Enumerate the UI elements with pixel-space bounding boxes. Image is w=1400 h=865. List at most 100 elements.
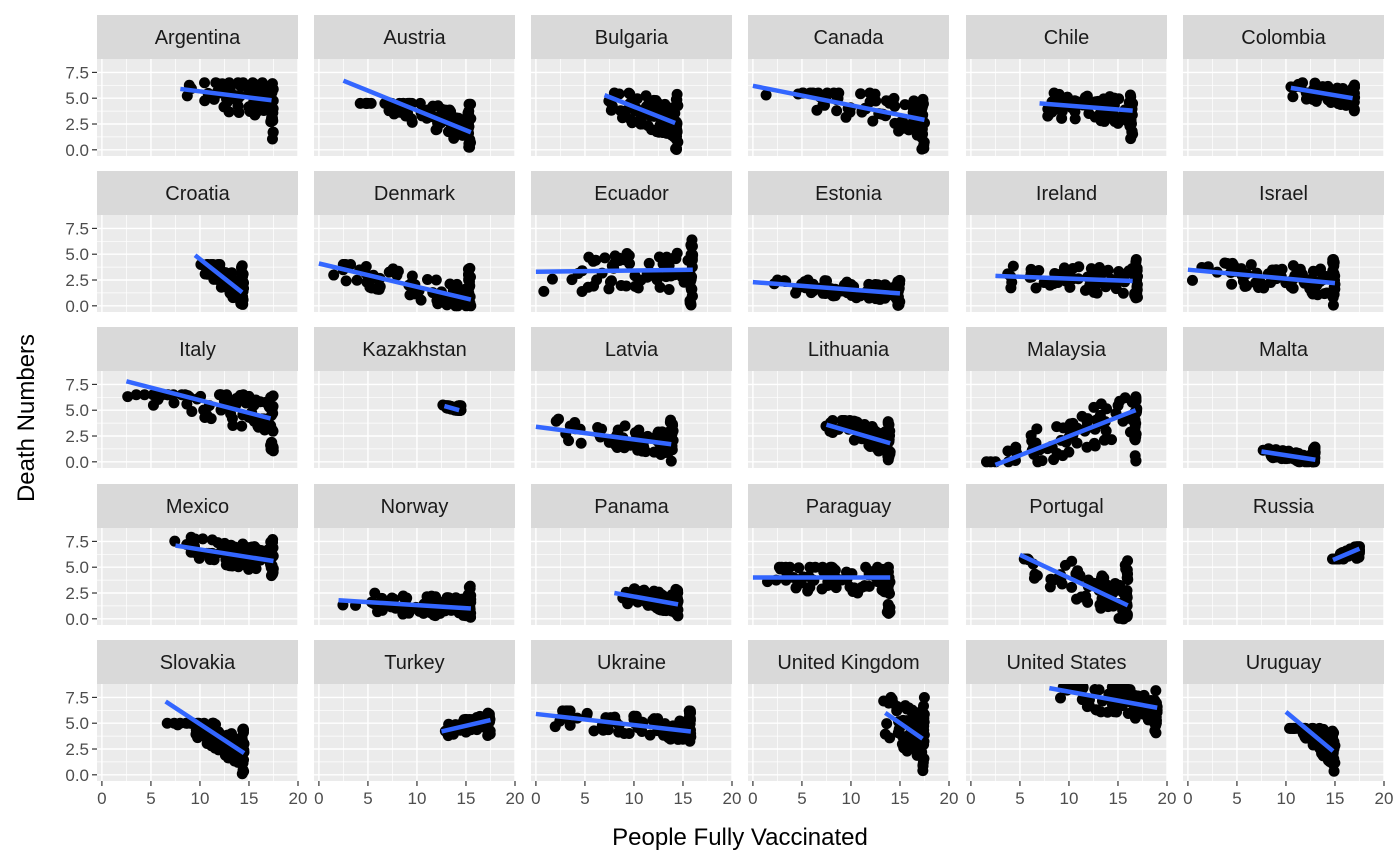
facet-points	[878, 691, 930, 777]
data-point	[267, 425, 279, 437]
facet-strip	[531, 171, 732, 215]
facet-strip	[97, 171, 298, 215]
data-point	[881, 718, 893, 730]
data-point	[267, 107, 279, 119]
facet-portugal: Portugal	[966, 484, 1168, 625]
facet-points	[535, 413, 679, 467]
data-point	[415, 294, 427, 306]
data-point	[256, 77, 268, 89]
data-point	[760, 89, 772, 101]
y-axis-row-1: 0.0 2.5 5.0 7.5	[65, 63, 97, 160]
facet-strip	[1183, 171, 1384, 215]
data-point	[552, 413, 564, 425]
data-point	[685, 239, 697, 251]
data-point	[1066, 581, 1078, 593]
data-point	[1108, 92, 1120, 104]
x-tick-label: 20	[506, 789, 525, 808]
facet-strip	[97, 327, 298, 371]
data-point	[248, 78, 260, 90]
facet-strip	[314, 484, 515, 528]
data-point	[1309, 78, 1321, 90]
data-point	[440, 294, 452, 306]
x-tick-label: 0	[314, 789, 323, 808]
data-point	[1100, 425, 1112, 437]
facet-argentina: Argentina	[97, 15, 299, 156]
data-point	[1094, 108, 1106, 120]
y-tick-label: 5.0	[65, 401, 89, 420]
x-tick-label: 5	[146, 789, 155, 808]
facet-strip	[966, 171, 1167, 215]
facet-strip	[531, 15, 732, 59]
data-point	[850, 584, 862, 596]
data-point	[483, 728, 495, 740]
facet-points	[1039, 87, 1139, 145]
facet-panel	[531, 528, 732, 625]
y-axis-row-4: 0.0 2.5 5.0 7.5	[65, 532, 97, 629]
x-tick-label: 5	[1232, 789, 1241, 808]
facet-strip-label: Lithuania	[808, 339, 890, 361]
data-point	[236, 293, 248, 305]
data-point	[1245, 259, 1257, 271]
data-point	[1125, 91, 1137, 103]
x-tick-label: 15	[457, 789, 476, 808]
data-point	[866, 566, 878, 578]
y-tick-label: 2.5	[65, 271, 89, 290]
data-point	[364, 281, 376, 293]
data-point	[901, 703, 913, 715]
data-point	[629, 270, 641, 282]
facet-points	[1284, 710, 1341, 777]
data-point	[619, 420, 631, 432]
data-point	[1061, 91, 1073, 103]
data-point	[235, 268, 247, 280]
facet-points	[193, 253, 250, 310]
x-tick-label: 10	[841, 789, 860, 808]
data-point	[1129, 434, 1141, 446]
data-point	[629, 280, 641, 292]
facet-strip-label: Ukraine	[597, 652, 666, 674]
facet-strip-label: Israel	[1259, 183, 1308, 205]
fit-line	[1187, 267, 1336, 286]
y-tick-label: 0.0	[65, 297, 89, 316]
data-point	[463, 98, 475, 110]
data-point	[1055, 692, 1067, 704]
data-point	[582, 281, 594, 293]
facet-uruguay: Uruguay	[1183, 640, 1385, 781]
data-point	[1327, 726, 1339, 738]
data-point	[1150, 714, 1162, 726]
x-axis-col-3: 0 5 10 15 20	[531, 781, 741, 808]
data-point	[624, 258, 636, 270]
facet-strip-label: Paraguay	[806, 496, 892, 518]
facet-strip-label: Uruguay	[1246, 652, 1322, 674]
data-point	[656, 446, 668, 458]
data-point	[1109, 110, 1121, 122]
x-tick-label: 15	[891, 789, 910, 808]
facet-panel	[1183, 215, 1384, 312]
x-axis-col-1: 0 5 10 15 20	[97, 781, 307, 808]
data-point	[1081, 441, 1093, 453]
data-point	[599, 252, 611, 264]
data-point	[575, 437, 587, 449]
x-tick-label: 10	[1059, 789, 1078, 808]
data-point	[816, 583, 828, 595]
data-point	[546, 273, 558, 285]
data-point	[882, 598, 894, 610]
data-point	[855, 88, 867, 100]
x-tick-label: 5	[363, 789, 372, 808]
facet-strip-label: Norway	[381, 496, 449, 518]
facet-ireland: Ireland	[966, 171, 1168, 312]
data-point	[340, 275, 352, 287]
x-tick-label: 0	[748, 789, 757, 808]
facet-norway: Norway	[314, 484, 516, 625]
y-tick-label: 7.5	[65, 63, 89, 82]
data-point	[1131, 291, 1143, 303]
facet-strip-label: Russia	[1253, 496, 1315, 518]
data-point	[221, 96, 233, 108]
data-point	[670, 142, 682, 154]
y-tick-label: 0.0	[65, 766, 89, 785]
data-point	[392, 265, 404, 277]
facet-points	[1285, 77, 1361, 117]
facet-strip-label: Panama	[594, 496, 669, 518]
data-point	[878, 695, 890, 707]
data-point	[267, 390, 279, 402]
facet-strip	[314, 327, 515, 371]
